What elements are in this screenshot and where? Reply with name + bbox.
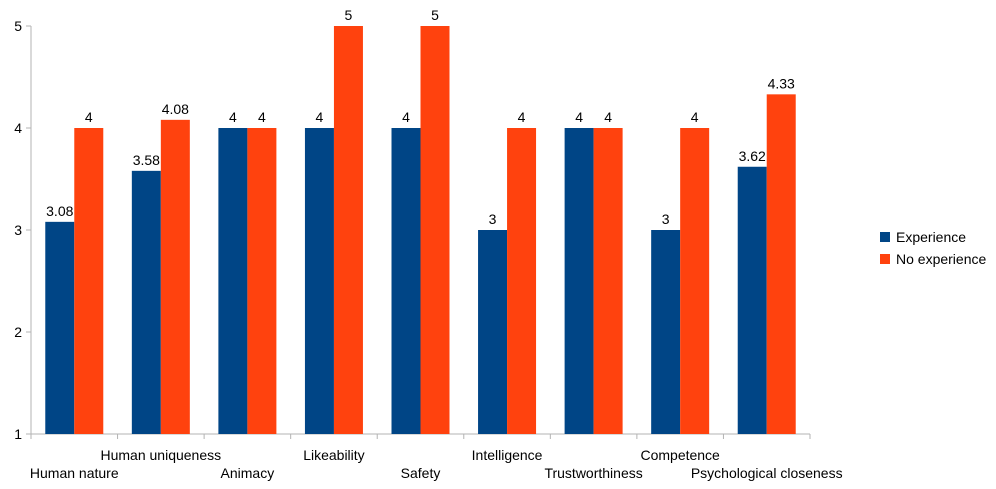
- data-label: 4: [575, 109, 583, 125]
- data-label: 3.08: [46, 203, 73, 219]
- bar-experience: [45, 221, 75, 434]
- data-label: 4: [604, 109, 612, 125]
- data-label: 3: [662, 211, 670, 227]
- bar-no-experience: [160, 119, 190, 434]
- bar-experience: [304, 128, 334, 434]
- bar-experience: [218, 128, 248, 434]
- data-label: 4: [316, 109, 324, 125]
- legend-swatch: [880, 232, 890, 242]
- x-tick-label: Trustworthiness: [544, 465, 642, 481]
- legend-swatch: [880, 254, 890, 264]
- x-tick-label: Competence: [640, 447, 720, 463]
- x-tick-label: Intelligence: [472, 447, 543, 463]
- data-label: 4: [85, 109, 93, 125]
- legend: Experience No experience: [880, 229, 986, 267]
- y-tick-label: 5: [14, 18, 22, 34]
- bar-experience: [651, 230, 681, 434]
- data-label: 3.62: [739, 148, 766, 164]
- x-tick-label: Human uniqueness: [101, 447, 222, 463]
- y-tick-label: 4: [14, 120, 22, 136]
- y-axis: 1 2 3 4 5: [14, 18, 32, 442]
- legend-label: Experience: [896, 229, 966, 245]
- data-label: 4: [258, 109, 266, 125]
- bar-experience: [391, 128, 421, 434]
- bar-no-experience: [507, 128, 537, 434]
- data-label: 4.33: [768, 75, 795, 91]
- data-label: 3.58: [133, 152, 160, 168]
- bar-experience: [737, 166, 767, 434]
- x-tick-label: Psychological closeness: [691, 465, 843, 481]
- data-label: 5: [345, 7, 353, 23]
- bar-no-experience: [247, 128, 277, 434]
- y-tick-label: 1: [14, 426, 22, 442]
- bar-no-experience: [593, 128, 623, 434]
- data-labels: 3.08 3.58 4 4 4 3 4 3 3.62 4 4.08 4 5 5 4 4 4 4.33: [46, 7, 795, 227]
- data-label: 4: [691, 109, 699, 125]
- data-label: 4.08: [162, 101, 189, 117]
- legend-label: No experience: [896, 251, 986, 267]
- y-tick-label: 3: [14, 222, 22, 238]
- data-label: 3: [489, 211, 497, 227]
- data-label: 4: [518, 109, 526, 125]
- bar-experience: [564, 128, 594, 434]
- x-axis: Human nature Human uniqueness Animacy Likea…: [30, 433, 843, 481]
- y-tick-label: 2: [14, 324, 22, 340]
- bar-no-experience: [680, 128, 710, 434]
- bar-experience: [131, 170, 161, 434]
- x-tick-label: Animacy: [221, 465, 275, 481]
- bars: [45, 26, 796, 434]
- x-tick-label: Safety: [401, 465, 441, 481]
- bar-no-experience: [333, 26, 363, 434]
- data-label: 4: [402, 109, 410, 125]
- bar-experience: [478, 230, 508, 434]
- bar-no-experience: [766, 94, 796, 434]
- x-tick-label: Likeability: [303, 447, 364, 463]
- x-tick-label: Human nature: [30, 465, 119, 481]
- data-label: 4: [229, 109, 237, 125]
- data-label: 5: [431, 7, 439, 23]
- bar-no-experience: [74, 128, 104, 434]
- bar-no-experience: [420, 26, 450, 434]
